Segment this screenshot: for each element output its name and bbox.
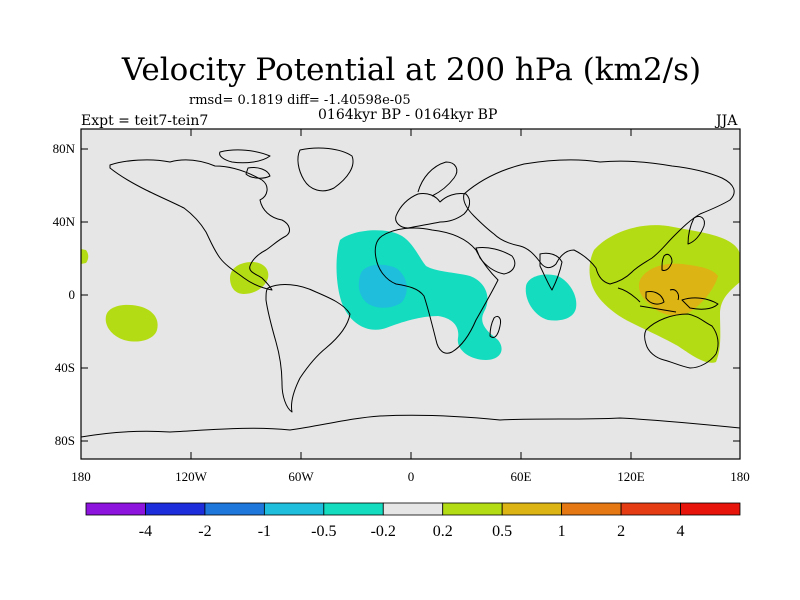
lat-label-80s: 80S [55, 433, 75, 448]
coastline-north-america [109, 159, 290, 291]
plot-title: Velocity Potential at 200 hPa (km2/s) [121, 52, 702, 88]
colorbar-swatch-5 [382, 502, 444, 516]
colorbar-swatch-6 [442, 502, 503, 516]
colorbar-swatch-3 [263, 502, 325, 516]
colorbar-label-1: -2 [198, 523, 211, 540]
colorbar-swatch-2 [204, 502, 265, 516]
coastline-scandinavia [417, 161, 458, 197]
lon-label-120w: 120W [175, 469, 208, 484]
colorbar-swatch-10 [680, 502, 741, 516]
colorbar-swatch-8 [561, 502, 622, 516]
pacific-positive-region [105, 304, 158, 342]
lon-label-60e: 60E [511, 469, 532, 484]
atlantic-strong-negative-core [358, 264, 407, 308]
lon-label-120e: 120E [617, 469, 645, 484]
experiment-label: Expt = teit7-tein7 [81, 113, 209, 129]
coastline-antarctica [81, 414, 740, 438]
longitude-axis [190, 129, 632, 459]
coastline-asia [463, 159, 735, 285]
coastline-south-america [265, 284, 351, 413]
lon-label-180w: 180 [71, 469, 91, 484]
colorbar-label-4: -0.2 [371, 523, 396, 540]
latitude-axis [81, 148, 740, 442]
indian-ocean-negative-region [525, 274, 577, 321]
colorbar-swatch-7 [501, 502, 563, 516]
coastline-madagascar [489, 315, 501, 339]
colorbar-label-6: 0.5 [492, 523, 512, 540]
coastline-greenland [297, 147, 354, 192]
lon-label-180e: 180 [730, 469, 750, 484]
colorbar-swatch-9 [620, 502, 681, 516]
colorbar-swatch-4 [323, 502, 384, 516]
colorbar-label-5: 0.2 [433, 523, 453, 540]
stats-text: rmsd= 0.1819 diff= -1.40598e-05 [189, 93, 411, 108]
coastline-australia [644, 313, 719, 369]
colorbar-label-2: -1 [258, 523, 271, 540]
coastline-arctic-islands [219, 149, 271, 179]
colorbar-label-9: 4 [677, 523, 685, 540]
colorbar-swatch-1 [145, 502, 206, 516]
coastline-arabia [475, 247, 516, 275]
lat-label-0: 0 [69, 287, 76, 302]
colorbar-label-8: 2 [617, 523, 625, 540]
lat-label-80n: 80N [53, 141, 76, 156]
coastline-japan [687, 215, 705, 245]
coastline-india [539, 252, 563, 291]
coastline-philippines [661, 253, 673, 271]
lat-label-40n: 40N [53, 214, 76, 229]
period-text: 0164kyr BP - 0164kyr BP [318, 107, 498, 123]
warm-pool-strong-positive-core [638, 263, 718, 316]
colorbar: -4 -2 -1 -0.5 -0.2 0.2 0.5 1 2 4 [85, 502, 741, 540]
colorbar-swatch-0 [85, 502, 146, 516]
lon-label-0: 0 [408, 469, 415, 484]
coastline-europe [395, 193, 471, 229]
atlantic-africa-negative-region [336, 230, 502, 360]
lat-label-40s: 40S [55, 360, 75, 375]
coastline-indonesia [617, 287, 719, 313]
coastline-africa [374, 227, 499, 354]
season-label: JJA [716, 113, 738, 129]
colorbar-label-7: 1 [558, 523, 566, 540]
lon-label-60w: 60W [288, 469, 314, 484]
coastlines [81, 147, 740, 438]
dateline-positive-region [81, 249, 89, 264]
colorbar-label-0: -4 [139, 523, 152, 540]
colorbar-label-3: -0.5 [311, 523, 336, 540]
